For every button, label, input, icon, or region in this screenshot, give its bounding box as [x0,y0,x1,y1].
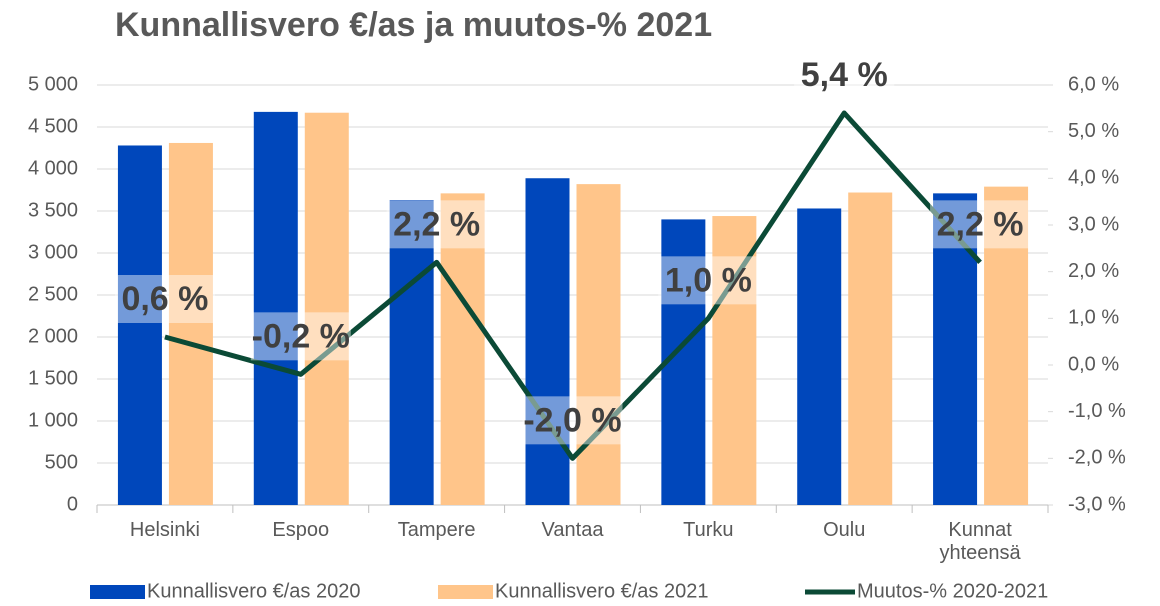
x-tick-label: Helsinki [129,519,200,541]
bar [525,178,570,506]
bar [933,193,978,506]
bar [797,208,842,506]
bar [712,216,757,506]
y2-tick-label: 0,0 % [1068,353,1119,375]
bar [848,192,893,505]
data-label: 2,2 % [937,205,1024,243]
x-tick-label: Kunnat yhteensä [939,519,1021,564]
bar [168,142,213,505]
y-tick-label: 3 000 [28,241,78,263]
y-tick-label: 1 500 [28,367,78,389]
label-box [114,275,215,323]
label-box [930,200,1031,249]
y-tick-label: 4 500 [28,115,78,137]
label-box [794,51,895,99]
y2-tick-label: 4,0 % [1068,167,1119,189]
bar [304,112,349,505]
y2-tick-label: 3,0 % [1068,213,1119,235]
x-tick-label: Oulu [823,519,866,541]
y-tick-label: 0 [67,493,78,515]
y-tick-label: 500 [45,451,78,473]
label-box [386,200,487,249]
label-box [658,256,759,305]
y2-tick-label: 5,0 % [1068,120,1119,142]
y-tick-label: 5 000 [28,73,78,95]
y2-tick-label: -3,0 % [1068,493,1126,515]
legend-swatch [90,585,145,599]
bar [117,145,162,506]
y-tick-label: 2 000 [28,325,78,347]
y2-tick-label: -1,0 % [1068,400,1126,422]
y2-tick-label: 1,0 % [1068,307,1119,329]
bar [389,200,434,505]
legend-swatch [438,585,493,599]
label-box [522,396,623,445]
y-tick-label: 2 500 [28,283,78,305]
legend-label: Muutos-% 2020-2021 [857,580,1048,602]
y-tick-label: 3 500 [28,199,78,221]
y2-tick-label: 2,0 % [1068,260,1119,282]
legend-label: Kunnallisvero €/as 2020 [147,580,360,602]
bar [576,184,621,505]
bar [984,186,1029,505]
y2-tick-label: 6,0 % [1068,73,1119,95]
data-label: -0,2 % [252,317,350,355]
data-label: -2,0 % [523,401,621,439]
line [164,110,982,461]
y2-tick-label: -2,0 % [1068,447,1126,469]
chart-title: Kunnallisvero €/as ja muutos-% 2021 [115,6,712,44]
label-box [250,312,351,361]
data-label: 2,2 % [393,205,480,243]
y-tick-label: 4 000 [28,157,78,179]
x-tick-label: Tampere [397,519,476,541]
data-label: 0,6 % [121,280,208,318]
x-tick-label: Turku [683,519,734,541]
bar [440,193,485,506]
bar [253,111,298,505]
x-tick-label: Espoo [272,519,330,541]
x-tick-label: Vantaa [541,519,604,541]
data-label: 5,4 % [801,56,888,94]
legend-label: Kunnallisvero €/as 2021 [495,580,708,602]
data-label: 1,0 % [665,261,752,299]
y-tick-label: 1 000 [28,409,78,431]
